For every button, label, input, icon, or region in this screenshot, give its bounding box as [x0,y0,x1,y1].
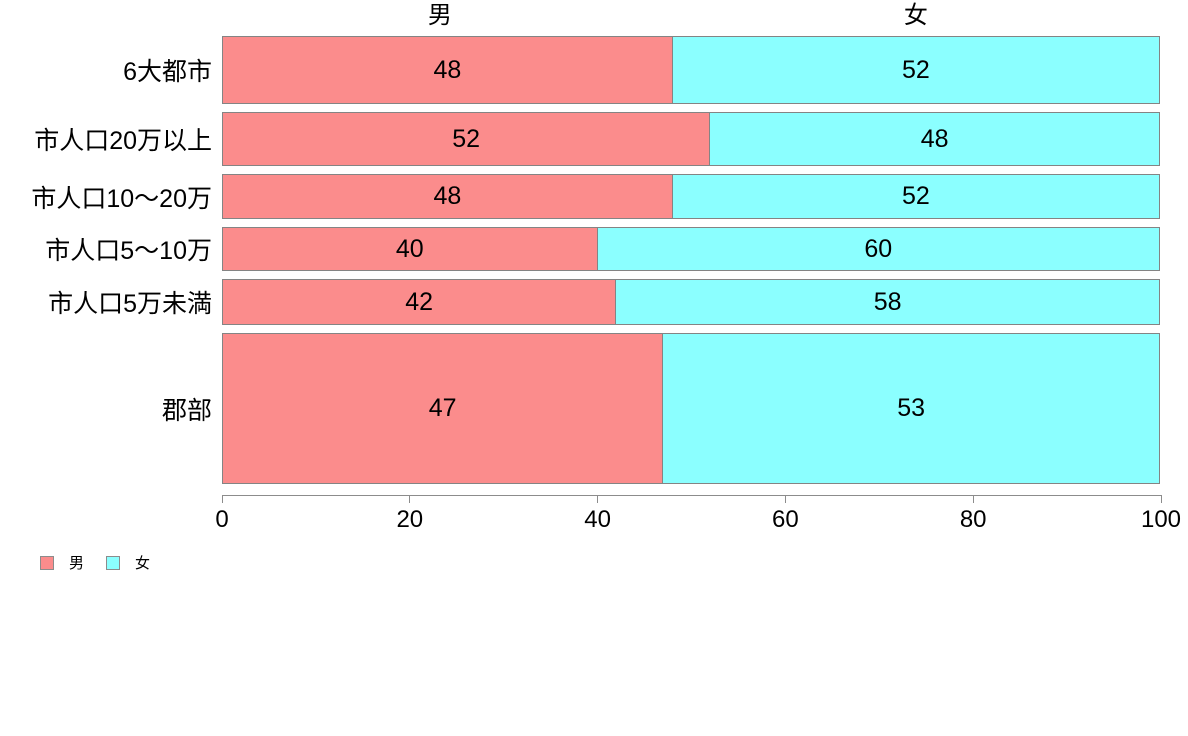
value-label: 58 [874,290,902,315]
bar-row-pop-over-200k: 市人口20万以上 52 48 [222,112,1161,166]
bar-row-pop-50k-100k: 市人口5〜10万 40 60 [222,227,1161,271]
value-label: 52 [902,58,930,83]
bar-segment-male: 52 [222,112,710,166]
legend-label-male: 男 [69,552,84,573]
bar-segment-male: 40 [222,227,598,271]
bar-segment-female: 52 [672,174,1160,219]
legend-item-female: 女 [106,552,150,573]
category-label: 市人口20万以上 [34,112,212,166]
value-label: 52 [452,127,480,152]
bar-row-pop-100k-200k: 市人口10〜20万 48 52 [222,174,1161,219]
legend: 男 女 [40,552,150,573]
category-label: 郡部 [162,333,212,484]
value-label: 60 [864,237,892,262]
value-label: 40 [396,237,424,262]
x-tick-label: 40 [584,506,611,534]
bar-segment-female: 53 [662,333,1160,484]
tick-mark [1161,495,1162,503]
legend-label-female: 女 [135,552,150,573]
stacked-bar-chart: 男 女 6大都市 48 52 市人口20万以上 52 48 市人口10〜20万 … [0,0,1188,736]
x-tick-label: 80 [960,506,987,534]
tick-mark [222,495,223,503]
tick-mark [785,495,786,503]
category-label: 6大都市 [123,36,212,104]
value-label: 48 [433,184,461,209]
bar-segment-female: 58 [615,279,1160,325]
x-axis: 0 20 40 60 80 100 [222,495,1161,535]
bar-row-rural-districts: 郡部 47 53 [222,333,1161,484]
bar-segment-male: 42 [222,279,616,325]
legend-swatch-male [40,556,54,570]
category-label: 市人口5万未満 [48,279,212,325]
bar-segment-female: 60 [597,227,1160,271]
value-label: 48 [921,127,949,152]
value-label: 52 [902,184,930,209]
x-tick-label: 100 [1141,506,1181,534]
column-header-male: 男 [428,2,452,30]
x-tick-label: 0 [215,506,228,534]
column-headers: 男 女 [222,2,1161,32]
legend-item-male: 男 [40,552,84,573]
bar-row-6major-cities: 6大都市 48 52 [222,36,1161,104]
tick-mark [409,495,410,503]
category-label: 市人口5〜10万 [45,227,212,271]
value-label: 53 [897,396,925,421]
bar-row-pop-under-50k: 市人口5万未満 42 58 [222,279,1161,325]
legend-swatch-female [106,556,120,570]
bar-segment-female: 52 [672,36,1160,104]
x-tick-label: 20 [396,506,423,534]
bar-segment-male: 48 [222,36,673,104]
bar-segment-male: 48 [222,174,673,219]
bar-segment-male: 47 [222,333,663,484]
x-tick-label: 60 [772,506,799,534]
tick-mark [597,495,598,503]
column-header-female: 女 [904,2,928,30]
category-label: 市人口10〜20万 [31,174,212,219]
tick-mark [973,495,974,503]
value-label: 48 [433,58,461,83]
value-label: 42 [405,290,433,315]
value-label: 47 [429,396,457,421]
bar-segment-female: 48 [709,112,1160,166]
plot-area: 6大都市 48 52 市人口20万以上 52 48 市人口10〜20万 48 5… [222,36,1161,485]
